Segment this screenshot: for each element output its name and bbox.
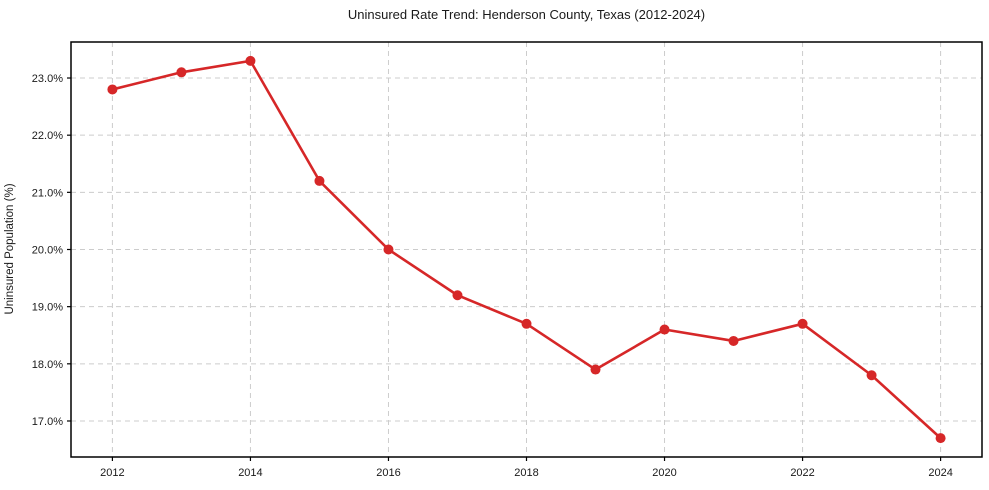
x-tick-label: 2018 <box>514 467 538 479</box>
y-tick-label: 18.0% <box>32 359 63 371</box>
plot-border <box>70 41 983 458</box>
y-tick-label: 23.0% <box>32 73 63 85</box>
y-tick-label: 19.0% <box>32 302 63 314</box>
x-tick-label: 2014 <box>238 467 262 479</box>
y-tick-label: 20.0% <box>32 245 63 257</box>
plot-area: 17.0% 18.0% 19.0% 20.0% 21.0% 22.0% 23.0% 2012 2… <box>32 41 983 479</box>
x-tick-label: 2022 <box>790 467 814 479</box>
data-point <box>521 318 532 329</box>
y-tick-label: 21.0% <box>32 187 63 199</box>
data-point <box>590 364 601 375</box>
data-point <box>797 318 808 329</box>
data-point <box>107 84 118 95</box>
data-point <box>452 290 463 301</box>
data-point <box>314 175 325 186</box>
y-tick-label: 17.0% <box>32 416 63 428</box>
x-tick-label: 2020 <box>652 467 676 479</box>
data-point <box>659 324 670 335</box>
x-tick-label: 2024 <box>928 467 952 479</box>
x-tick-label: 2012 <box>100 467 124 479</box>
x-tick-label: 2016 <box>376 467 400 479</box>
data-point <box>245 55 256 66</box>
data-point <box>866 370 877 381</box>
data-point <box>383 244 394 255</box>
y-tick-label: 22.0% <box>32 130 63 142</box>
data-point <box>728 335 739 346</box>
chart-title: Uninsured Rate Trend: Henderson County, … <box>347 7 706 22</box>
data-point <box>176 67 187 78</box>
data-point <box>935 433 946 444</box>
y-axis-label: Uninsured Population (%) <box>4 183 16 314</box>
